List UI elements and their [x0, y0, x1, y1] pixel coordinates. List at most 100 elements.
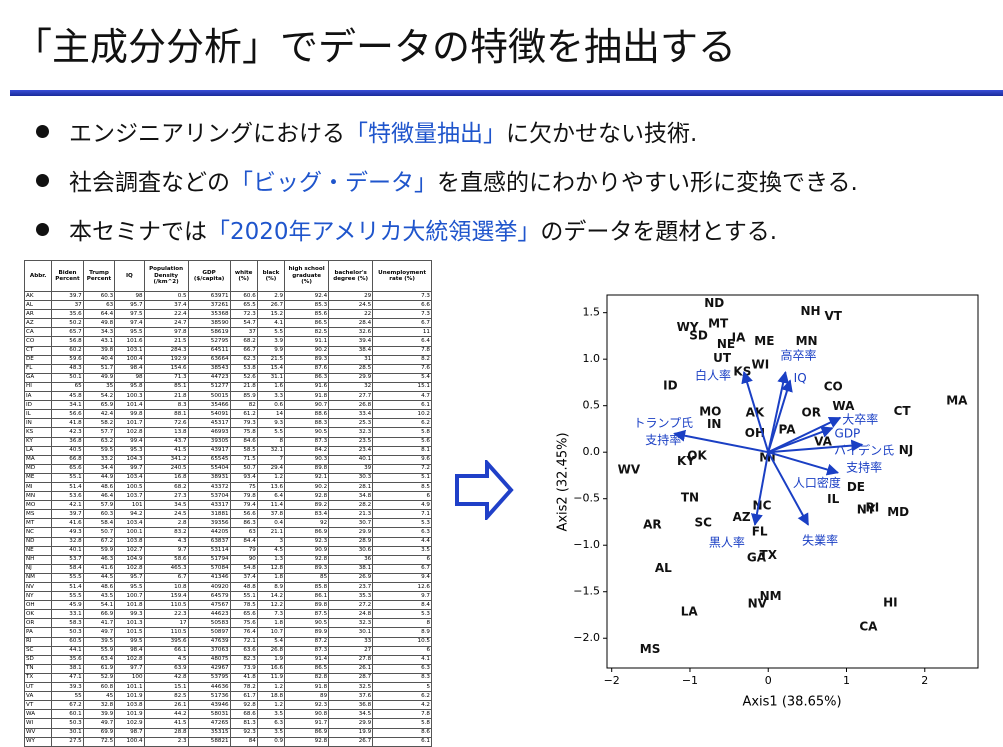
table-cell: 43.5: [82, 591, 116, 602]
bullet-highlight: 「特徴量抽出」: [345, 121, 506, 147]
table-cell: 65.9: [82, 400, 116, 411]
table-cell: 79.3: [229, 418, 258, 429]
header-cell: Unemployment rate (%): [372, 260, 432, 292]
table-cell: 63971: [187, 290, 231, 302]
table-cell: 43.1: [82, 336, 116, 347]
table-cell: 89.9: [284, 627, 330, 638]
table-cell: 23.7: [328, 581, 374, 593]
table-cell: 36.8: [328, 700, 374, 711]
table-cell: 67.2: [51, 700, 84, 711]
table-cell: 19.9: [328, 727, 374, 738]
table-cell: VT: [23, 700, 53, 711]
table-cell: 101.1: [114, 682, 145, 693]
table-cell: 87.5: [284, 609, 330, 620]
table-cell: 86.9: [284, 527, 330, 538]
table-cell: 5: [372, 682, 432, 693]
x-tick-label: 0: [765, 674, 772, 687]
table-cell: 82.5: [284, 327, 330, 338]
table-cell: 37063: [187, 645, 231, 656]
state-point: UT: [713, 351, 732, 365]
table-cell: 95.5: [114, 327, 145, 338]
table-cell: 13.6: [256, 481, 286, 493]
table-cell: ID: [23, 400, 53, 411]
table-cell: 85.3: [284, 300, 330, 311]
state-point: MS: [640, 642, 661, 656]
table-cell: 1.2: [256, 472, 286, 483]
table-cell: 43917: [187, 445, 231, 456]
table-cell: 81.3: [229, 718, 258, 729]
state-point: AL: [655, 561, 672, 575]
table-cell: WA: [23, 709, 53, 720]
table-cell: 6.2: [372, 418, 432, 429]
table-cell: 71.3: [143, 372, 189, 383]
table-cell: 27.2: [328, 600, 374, 611]
bullet-highlight: 「2020年アメリカ大統領選挙」: [207, 219, 541, 245]
table-cell: 4.1: [256, 318, 286, 329]
table-row: FL 48.3 51.7 98.4 154.6 38543 53.8 15.4 87.6 28.5…: [23, 363, 432, 374]
header-cell: IQ: [114, 260, 145, 292]
table-cell: 27: [328, 645, 374, 656]
table-row: MA 66.8 33.2 104.3 341.2 65545 71.5 7 90.3 40.1 9.…: [23, 454, 432, 465]
table-cell: 28.4: [328, 318, 374, 329]
table-cell: 28.1: [328, 481, 374, 493]
table-row: MD 65.6 34.4 99.7 240.5 55404 50.7 29.4 89.8 39 7.…: [23, 463, 432, 474]
table-cell: 67.2: [82, 536, 116, 547]
state-point: OR: [802, 406, 821, 420]
y-tick-label: −2.0: [573, 631, 600, 644]
table-cell: 29.9: [328, 527, 374, 538]
table-cell: 98: [114, 372, 145, 383]
table-cell: 95.5: [114, 581, 145, 593]
table-cell: 91.1: [284, 336, 330, 347]
table-row: KS 42.3 57.7 102.8 13.8 46993 75.8 5.5 90.5 32.3 5…: [23, 427, 432, 438]
table-cell: 53.7: [51, 554, 84, 565]
biplot: Axis1 (38.65%) Axis2 (32.45%) −2 −1 0 1 2 −2.…: [556, 294, 979, 710]
table-cell: 1.8: [256, 572, 286, 584]
table-cell: 6.1: [372, 400, 432, 411]
table-cell: 84.6: [229, 436, 258, 447]
table-cell: 82.5: [143, 691, 189, 702]
table-cell: 16.8: [143, 472, 189, 483]
table-cell: 58619: [187, 327, 231, 338]
table-cell: NC: [23, 527, 53, 538]
table-cell: 27.5: [51, 736, 84, 747]
table-cell: 24.5: [143, 509, 189, 520]
table-cell: 58.5: [229, 445, 258, 456]
table-row: DE 59.6 40.4 100.4 192.9 63664 62.3 21.5 89.3 31 8…: [23, 354, 432, 365]
table-cell: 37: [51, 300, 84, 311]
table-row: NH 53.7 46.3 104.9 58.6 51794 90 1.3 92.8 36 6: [23, 554, 432, 565]
state-point: AR: [643, 517, 662, 531]
loading-arrow: [750, 452, 770, 526]
table-cell: 57.7: [82, 427, 116, 438]
table-row: HI 65 35 95.8 85.1 51277 21.8 1.6 91.6 32 15.1: [23, 381, 432, 393]
y-tick-label: 0.5: [583, 399, 601, 412]
table-cell: 72.5: [82, 736, 116, 747]
table-cell: 7.3: [372, 309, 432, 320]
table-cell: 103.8: [114, 700, 145, 711]
table-row: PA 50.3 49.7 101.5 110.5 50897 76.4 10.7 89.9 30.…: [23, 627, 432, 638]
table-cell: OK: [23, 609, 53, 620]
loading-label: 支持率: [645, 432, 681, 447]
header-cell: high school graduate (%): [284, 260, 330, 292]
table-cell: CA: [23, 327, 53, 338]
table-cell: 9.9: [256, 345, 286, 356]
table-cell: DE: [23, 354, 53, 365]
table-cell: 69.9: [82, 727, 116, 738]
table-cell: 100.4: [114, 736, 145, 747]
table-row: WV 30.1 69.9 98.7 28.8 35315 92.3 3.5 86.9 19.9 8.…: [23, 727, 432, 738]
table-cell: PA: [23, 627, 53, 638]
table-cell: 75.6: [229, 618, 258, 629]
table-cell: 15.4: [256, 363, 286, 374]
state-point: NM: [760, 589, 782, 603]
state-point: HI: [883, 595, 898, 609]
table-cell: 90.9: [284, 545, 330, 556]
table-cell: 15.1: [372, 381, 432, 393]
table-cell: 42.1: [51, 500, 84, 511]
table-cell: 27.7: [328, 391, 374, 402]
table-cell: 11.4: [256, 500, 286, 511]
table-cell: 6.6: [372, 300, 432, 311]
table-row: AZ 50.2 49.8 97.4 24.7 38590 54.7 4.1 86.5 28.4 6.…: [23, 318, 432, 329]
table-cell: 8.3: [372, 672, 432, 684]
table-cell: 21.8: [229, 381, 258, 393]
table-cell: 43372: [187, 481, 231, 493]
table-row: CT 60.2 39.8 103.1 284.3 64511 66.7 9.9 90.2 38.4…: [23, 345, 432, 356]
